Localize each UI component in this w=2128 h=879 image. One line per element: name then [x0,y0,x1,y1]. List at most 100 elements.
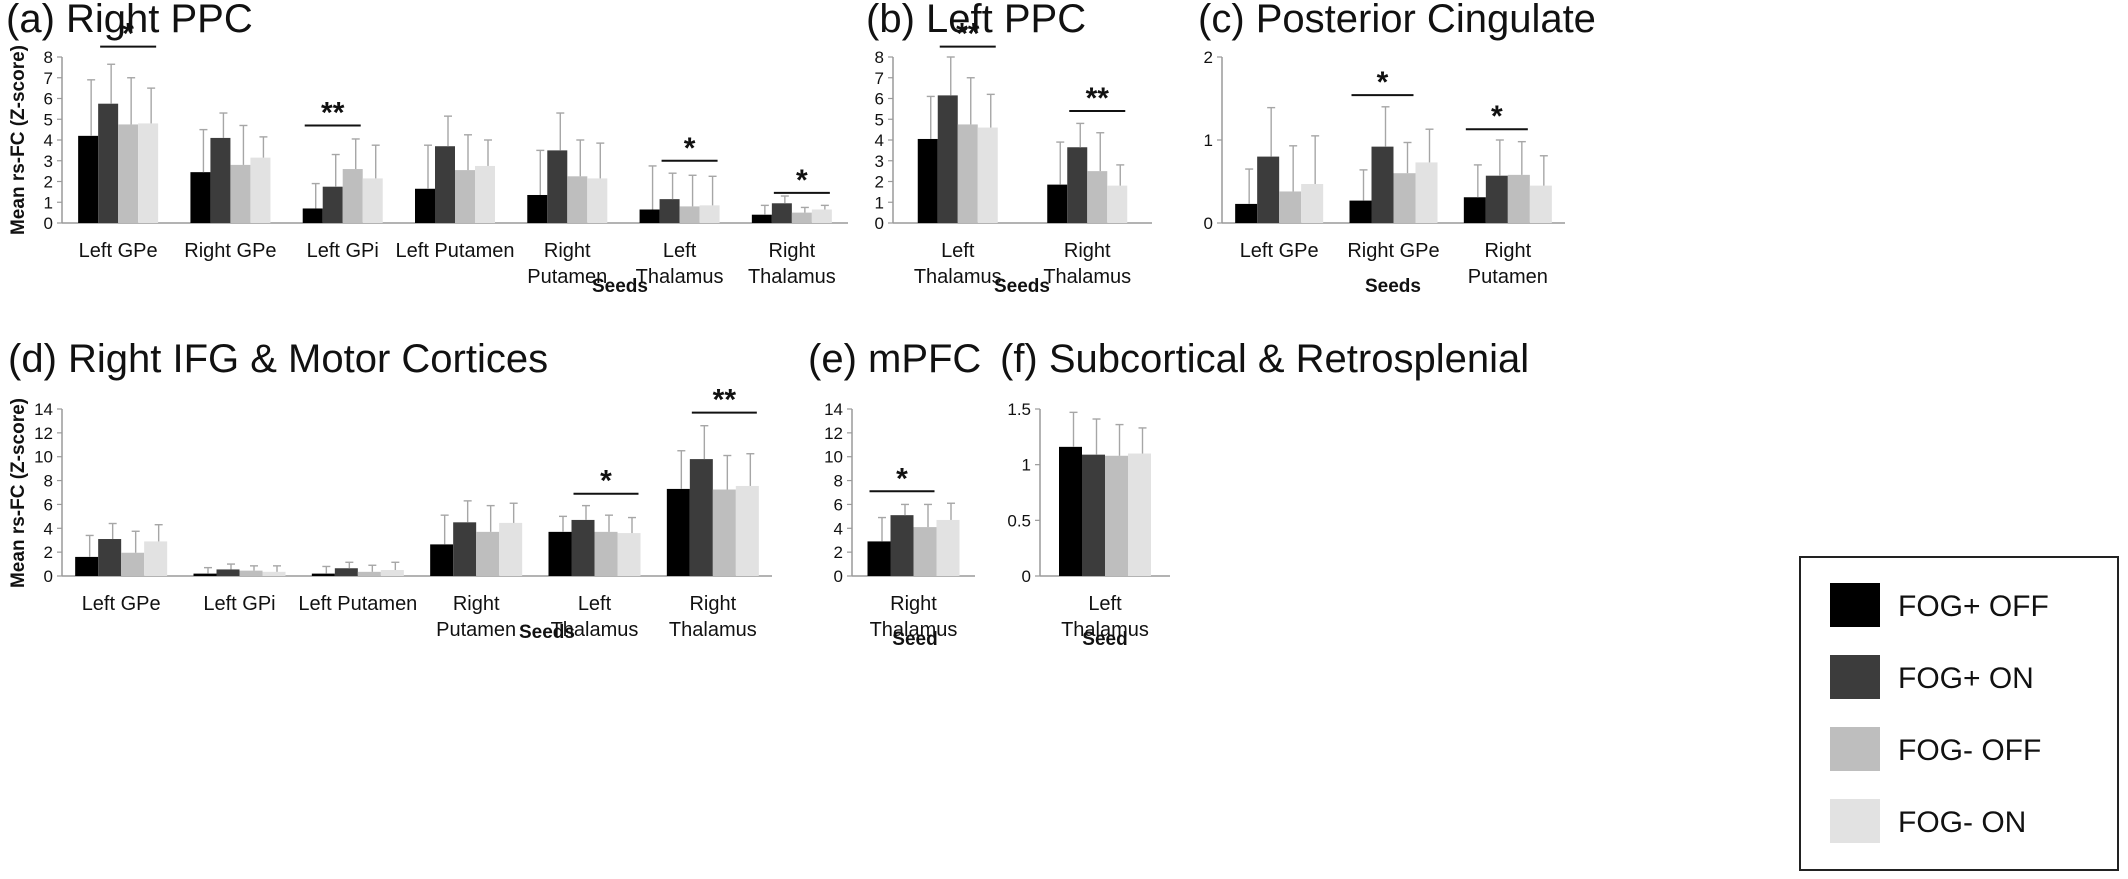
y-tick-label: 6 [44,495,53,514]
category-label: Thalamus [636,266,724,288]
bar [1082,454,1105,576]
y-tick-label: 2 [875,173,884,192]
category-label: Thalamus [551,619,639,641]
bar [977,127,998,223]
bar [936,519,960,576]
category-label: Left GPe [1240,240,1319,262]
y-tick-label: 8 [834,472,843,491]
bar [455,170,475,223]
significance-marker: ** [713,384,737,417]
bar [1349,200,1372,223]
bar [617,533,641,576]
bar [190,172,211,223]
y-tick-label: 6 [834,495,843,514]
bar [547,150,568,223]
x-axis-label: Seed [1082,629,1127,650]
y-tick-label: 4 [44,519,53,538]
y-tick-label: 12 [34,424,53,443]
bar [144,541,168,576]
legend-swatch-fog-plus-on [1830,655,1880,699]
significance-marker: ** [956,18,980,51]
y-tick-label: 0.5 [1007,511,1031,530]
panel-title: (d) Right IFG & Motor Cortices [8,337,548,381]
y-tick-label: 6 [875,90,884,109]
y-tick-label: 3 [44,152,53,171]
panel-d: (d) Right IFG & Motor Cortices Mean rs-FC… [8,337,772,643]
y-tick-label: 0 [44,214,53,233]
bar [118,124,139,223]
y-tick-label: 10 [34,448,53,467]
category-label: Left GPe [79,240,158,262]
significance-marker: * [1491,100,1503,133]
significance-marker: * [796,164,808,197]
category-label: Left Putamen [298,593,417,615]
bar [322,186,343,223]
y-tick-label: 14 [34,400,53,419]
category-label: Right [1064,240,1111,262]
bar [1463,197,1486,223]
bar [1507,174,1530,223]
bar [666,488,690,576]
x-axis-label: Seeds [994,276,1050,297]
y-tick-label: 7 [44,69,53,88]
panel-f: (f) Subcortical & Retrosplenial 0 0.5 1 1.5 L… [1000,337,1529,650]
y-tick-label: 3 [875,152,884,171]
category-label: Left GPi [203,593,275,615]
bar [1415,162,1438,223]
y-tick-label: 14 [824,400,843,419]
bar [1371,146,1394,223]
bar [216,569,240,576]
x-axis-label: Seed [892,629,937,650]
bar [476,531,500,576]
bar [357,571,381,576]
bar [75,556,99,576]
bar [1128,453,1151,576]
bar [548,531,572,576]
bar [957,124,978,223]
bar [334,568,358,576]
panel-title: (b) Left PPC [866,0,1086,41]
category-label: Thalamus [1061,619,1149,641]
significance-marker: ** [1086,82,1110,115]
panel-c: (c) Posterior Cingulate 0 1 2 Left GPe Right … [1198,0,1596,297]
category-label: Right GPe [1347,240,1439,262]
legend-swatch-fog-plus-off [1830,583,1880,627]
y-tick-label: 5 [875,110,884,129]
bar [699,205,720,223]
y-tick-label: 1 [875,193,884,212]
bar [415,188,435,223]
category-label: Left [1088,593,1122,615]
category-label: Thalamus [870,619,958,641]
bar [362,178,383,223]
category-label: Thalamus [669,619,757,641]
y-tick-label: 0 [1022,567,1031,586]
category-label: Left GPe [82,593,161,615]
category-label: Putamen [436,619,516,641]
bar [771,203,792,223]
x-axis-label: Seeds [1365,276,1421,297]
bar [453,522,477,576]
panel-title: (a) Right PPC [6,0,253,41]
category-label: Right [689,593,736,615]
category-label: Left [578,593,612,615]
bar [435,146,455,223]
y-tick-label: 1 [1204,131,1213,150]
bar [1087,171,1108,223]
y-tick-label: 8 [44,48,53,67]
bar [571,519,595,576]
bar [1059,446,1082,576]
legend-label-fog-minus-on: FOG- ON [1898,806,2026,839]
significance-marker: * [684,132,696,165]
bar [659,199,680,223]
bar [1393,173,1416,223]
y-tick-label: 2 [1204,48,1213,67]
bar [639,209,660,223]
legend: FOG+ OFF FOG+ ON FOG- OFF FOG- ON [1799,556,2119,871]
category-label: Right GPe [184,240,276,262]
y-tick-label: 12 [824,424,843,443]
bar [679,206,700,223]
y-tick-label: 2 [834,543,843,562]
legend-swatch-fog-minus-off [1830,727,1880,771]
category-label: Right [769,240,816,262]
